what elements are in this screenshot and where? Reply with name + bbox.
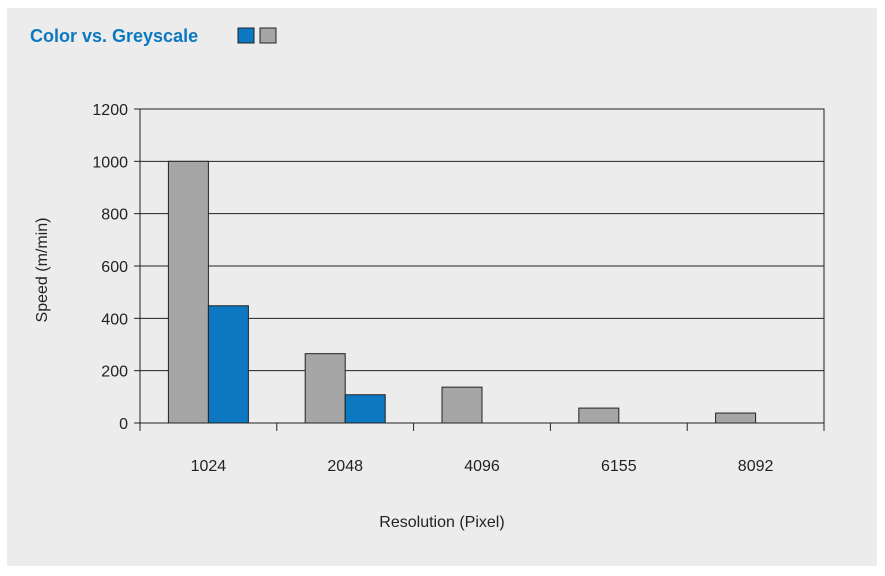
x-tick-label: 1024	[191, 458, 227, 475]
bar	[304, 353, 346, 424]
y-tick-label: 600	[101, 259, 128, 276]
bar	[578, 407, 620, 424]
y-tick-label: 1000	[92, 154, 128, 171]
bar	[441, 386, 483, 424]
x-tick-label: 8092	[738, 458, 774, 475]
bars	[167, 160, 757, 424]
bar	[344, 394, 386, 424]
x-tick-label: 2048	[327, 458, 363, 475]
y-axis-label: Speed (m/min)	[34, 218, 51, 323]
bar	[167, 160, 209, 424]
plot-area	[134, 108, 825, 431]
x-axis-label: Resolution (Pixel)	[379, 514, 504, 531]
x-axis-ticks: 1024 2048 4096 6155 8092	[191, 458, 774, 475]
chart-title: Color vs. Greyscale	[30, 26, 198, 46]
y-tick-label: 1200	[92, 102, 128, 119]
legend-swatch	[259, 27, 277, 44]
y-tick-label: 400	[101, 311, 128, 328]
y-axis-ticks: 0 200 400 600 800 1000 1200	[92, 102, 128, 433]
y-tick-label: 200	[101, 364, 128, 381]
x-tick-label: 6155	[601, 458, 637, 475]
bar	[715, 412, 757, 424]
x-tick-label: 4096	[464, 458, 500, 475]
bar	[207, 305, 249, 424]
legend-swatch	[237, 27, 255, 44]
y-tick-label: 800	[101, 207, 128, 224]
y-tick-label: 0	[119, 416, 128, 433]
legend	[237, 27, 277, 44]
